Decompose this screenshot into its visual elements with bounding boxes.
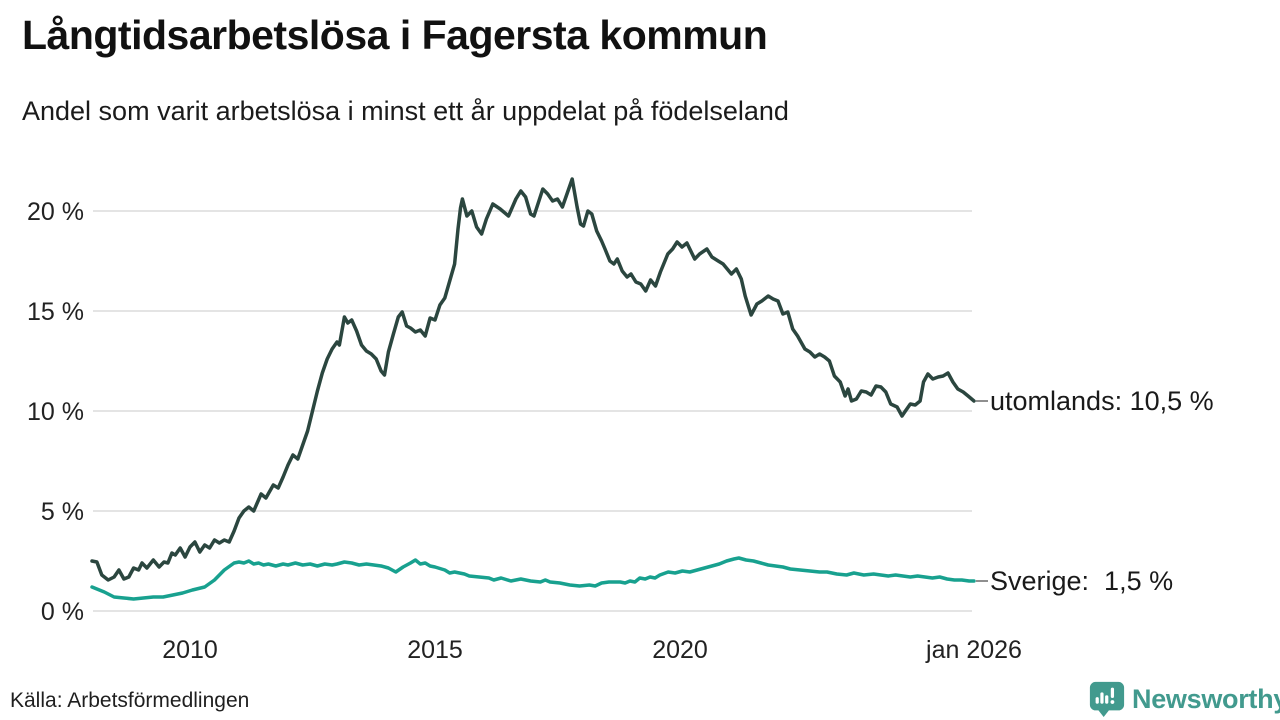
series-line-sverige — [90, 556, 976, 601]
x-tick-label: 2010 — [162, 636, 218, 664]
chart-title: Långtidsarbetslösa i Fagersta kommun — [22, 12, 768, 58]
series-end-label-text: Sverige: 1,5 % — [990, 565, 1174, 596]
label-connector-tick — [976, 580, 988, 582]
series-end-label-sverige: Sverige: 1,5 % — [976, 563, 1173, 599]
source-credit: Källa: Arbetsförmedlingen — [10, 689, 250, 712]
brand-logo: Newsworthy — [1088, 680, 1280, 718]
series-end-label-utomlands: utomlands: 10,5 % — [976, 383, 1214, 419]
brand-name: Newsworthy — [1132, 683, 1280, 714]
y-tick-label: 5 % — [41, 498, 84, 526]
series-end-label-text: utomlands: 10,5 % — [990, 385, 1214, 416]
label-connector-tick — [976, 400, 988, 402]
newsworthy-pin-icon — [1089, 681, 1125, 718]
chart-subtitle: Andel som varit arbetslösa i minst ett å… — [22, 96, 789, 126]
y-tick-label: 0 % — [41, 598, 84, 626]
y-tick-label: 20 % — [27, 198, 84, 226]
x-tick-label: jan 2026 — [925, 636, 1022, 664]
x-tick-label: 2015 — [407, 636, 463, 664]
y-tick-label: 15 % — [27, 298, 84, 326]
series-line-utomlands — [90, 177, 976, 582]
x-tick-label: 2020 — [652, 636, 708, 664]
y-tick-label: 10 % — [27, 398, 84, 426]
